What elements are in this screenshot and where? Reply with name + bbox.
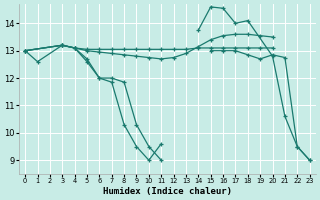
X-axis label: Humidex (Indice chaleur): Humidex (Indice chaleur)	[103, 187, 232, 196]
